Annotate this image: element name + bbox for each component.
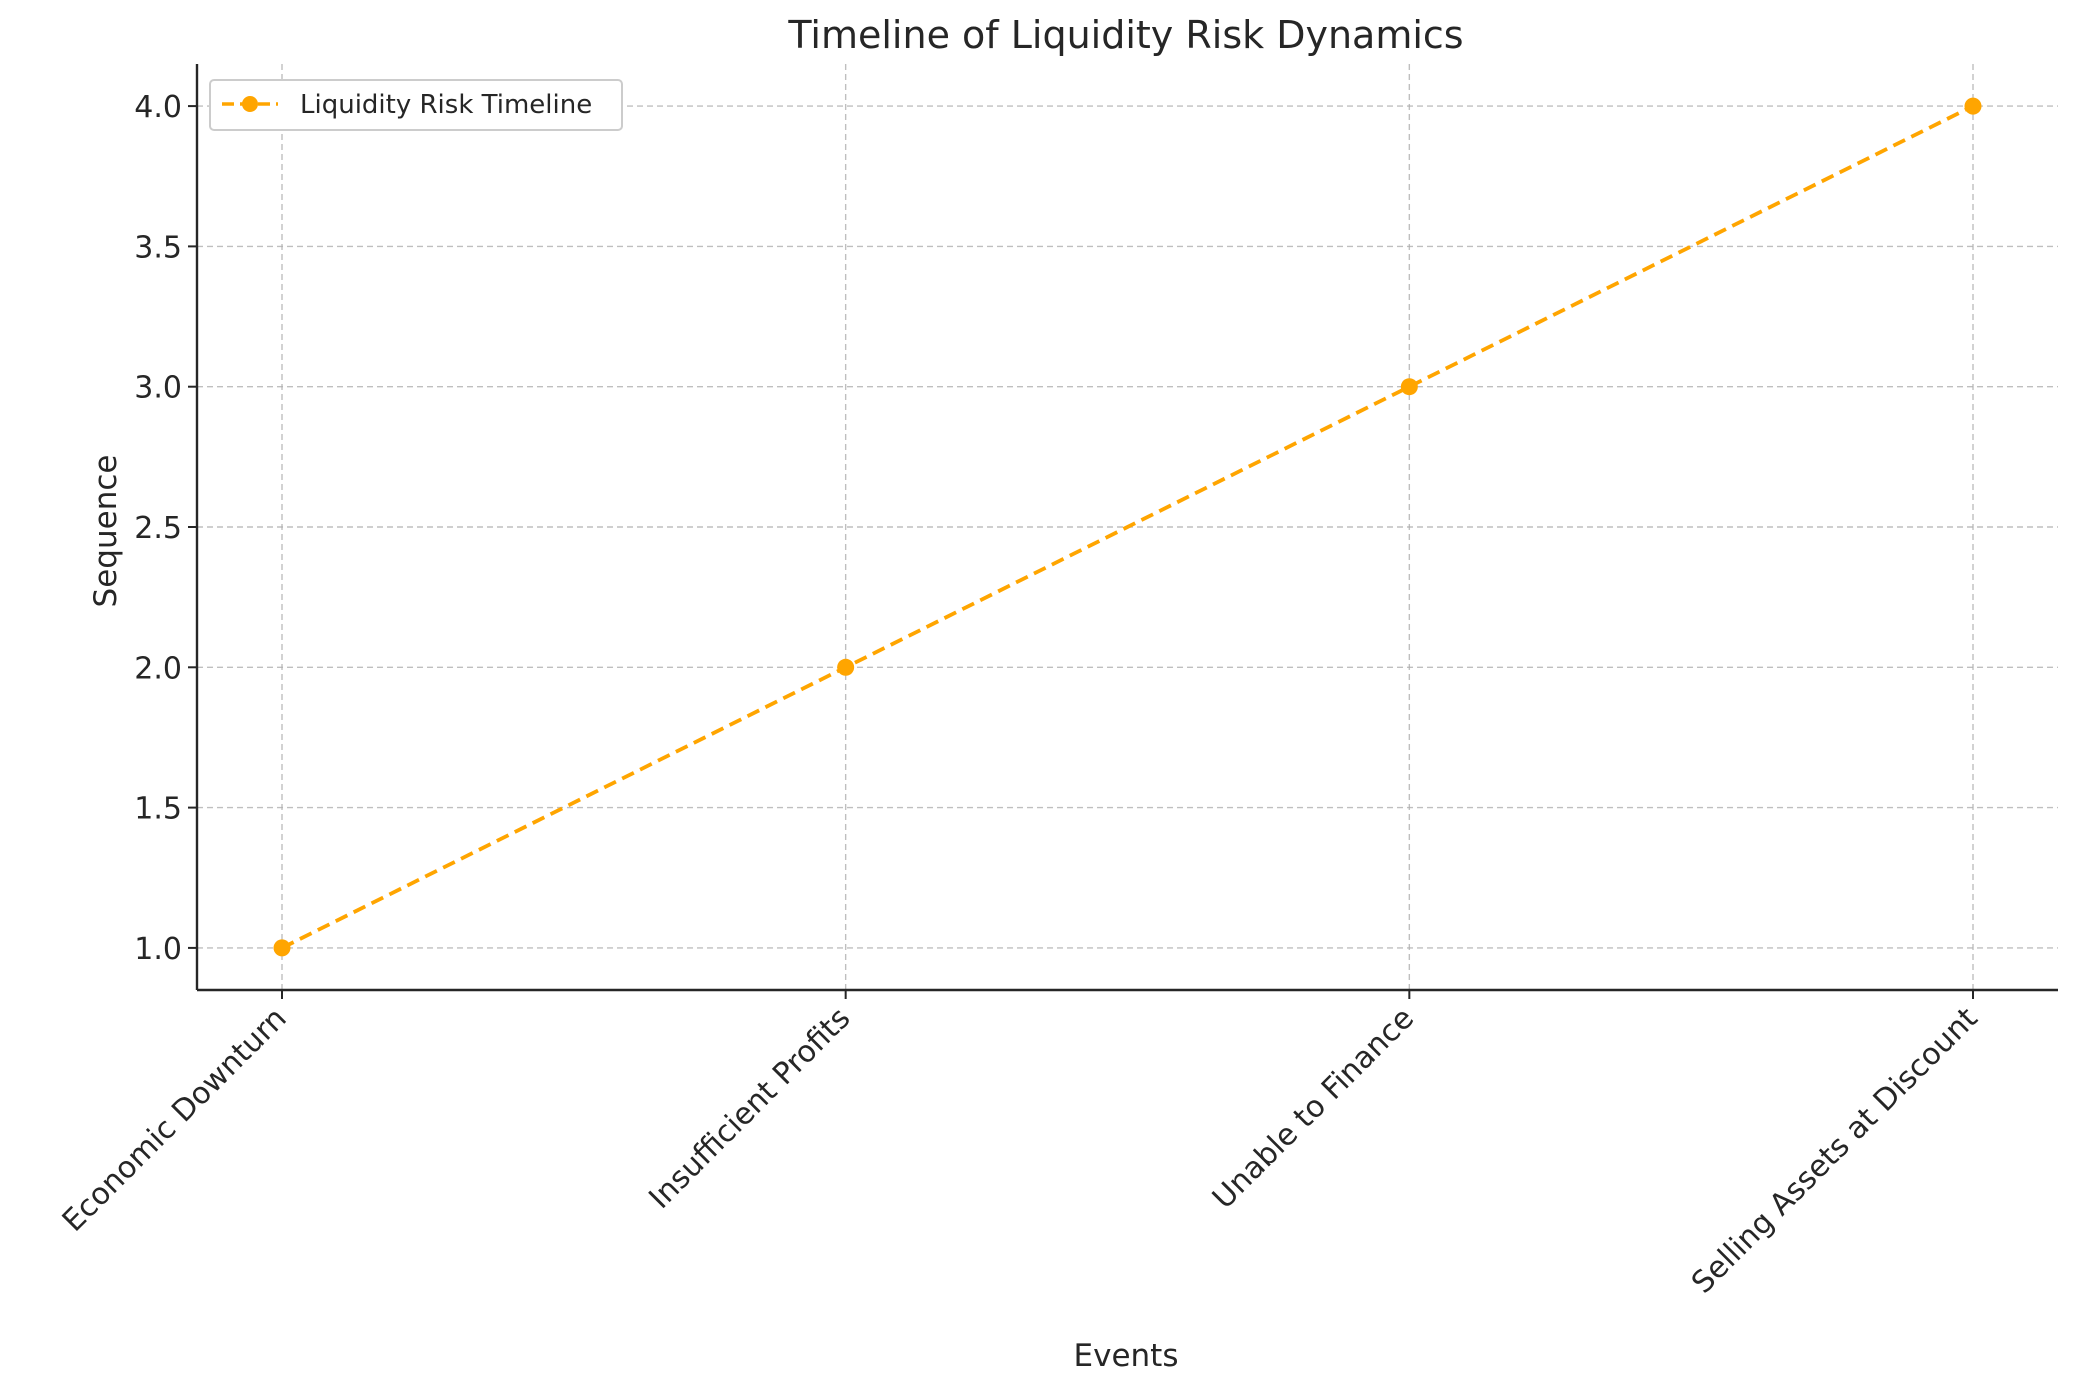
y-tick-label-2: 2.0 [134, 651, 182, 686]
x-axis-label: Events [1074, 1338, 1179, 1374]
y-tick-label-3: 2.5 [134, 511, 182, 546]
legend-frame [209, 79, 623, 131]
y-tick-label-0: 1.0 [134, 932, 182, 967]
legend-marker-swatch [242, 96, 258, 112]
legend-label: Liquidity Risk Timeline [300, 90, 592, 120]
x-tick-label-1: Insufficient Profits [642, 1001, 857, 1216]
data-point-0-0 [273, 939, 291, 957]
y-tick-label-4: 3.0 [134, 371, 182, 406]
x-tick-label-2: Unable to Finance [1206, 1001, 1421, 1216]
y-tick-label-6: 4.0 [134, 90, 182, 125]
x-tick-label-3: Selling Assets at Discount [1685, 1001, 1985, 1301]
chart-title: Timeline of Liquidity Risk Dynamics [787, 13, 1463, 57]
series-line [273, 97, 1982, 957]
data-point-0-2 [1400, 378, 1418, 396]
x-ticks: Economic Downturn Insufficient Profits Una… [56, 990, 1985, 1300]
x-tick-label-0: Economic Downturn [56, 1001, 294, 1239]
data-point-0-3 [1964, 97, 1982, 115]
y-ticks: 1.0 1.5 2.0 2.5 3.0 3.5 4.0 [134, 90, 197, 967]
data-point-0-1 [837, 658, 855, 676]
legend: Liquidity Risk Timeline [209, 79, 623, 131]
y-tick-label-5: 3.5 [134, 230, 182, 265]
series-line-0 [281, 104, 1974, 950]
y-tick-label-1: 1.5 [134, 792, 182, 827]
y-axis-label: Sequence [88, 455, 124, 608]
